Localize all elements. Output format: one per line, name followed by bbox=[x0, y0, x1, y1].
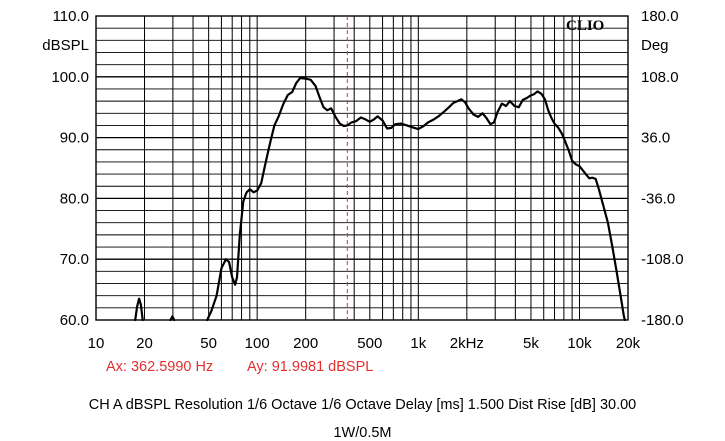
y-right-tick-label: -36.0 bbox=[641, 190, 675, 207]
y-left-tick-label: 100.0 bbox=[51, 69, 89, 86]
x-tick-label: 10 bbox=[88, 335, 105, 352]
cursor-x-readout: Ax: 362.5990 Hz bbox=[106, 359, 213, 375]
plot-frame bbox=[95, 15, 629, 321]
x-tick-label: 20 bbox=[136, 335, 153, 352]
x-tick-labels: 10 20 50 100 200 500 1k 2kHz 5k 10k 20k bbox=[88, 335, 641, 352]
y-right-tick-label: -108.0 bbox=[641, 251, 684, 268]
y-right-tick-label: -180.0 bbox=[641, 312, 684, 329]
x-tick-label: 200 bbox=[293, 335, 318, 352]
measurement-settings-line: CH A dBSPL Resolution 1/6 Octave 1/6 Oct… bbox=[88, 397, 637, 413]
x-tick-label: 20k bbox=[616, 335, 641, 352]
y-left-tick-labels: 110.0 100.0 90.0 80.0 70.0 60.0 bbox=[51, 8, 89, 329]
y-right-tick-label: 108.0 bbox=[641, 69, 679, 86]
y-right-tick-label: 180.0 bbox=[641, 8, 679, 25]
x-tick-label: 2kHz bbox=[450, 335, 484, 352]
y-right-tick-label: 36.0 bbox=[641, 130, 670, 147]
grid-layer bbox=[96, 16, 628, 320]
x-tick-label: 5k bbox=[523, 335, 539, 352]
y-axis-right-label: Deg bbox=[641, 37, 669, 54]
x-tick-label: 10k bbox=[567, 335, 592, 352]
measurement-conditions-line: 1W/0.5M bbox=[333, 425, 392, 441]
x-tick-label: 50 bbox=[200, 335, 217, 352]
y-axis-left-label: dBSPL bbox=[42, 37, 89, 54]
clio-brand-label: CLIO bbox=[566, 18, 604, 34]
cursor-y-readout: Ay: 91.9981 dBSPL bbox=[247, 359, 373, 375]
x-tick-label: 100 bbox=[245, 335, 270, 352]
y-left-tick-label: 80.0 bbox=[60, 190, 89, 207]
y-left-tick-label: 60.0 bbox=[60, 312, 89, 329]
y-left-tick-label: 110.0 bbox=[53, 8, 89, 25]
response-curve bbox=[134, 76, 626, 322]
y-left-tick-label: 70.0 bbox=[60, 251, 89, 268]
y-left-tick-label: 90.0 bbox=[60, 130, 89, 147]
y-right-tick-labels: 180.0 108.0 36.0 -36.0 -108.0 -180.0 bbox=[641, 8, 684, 329]
x-tick-label: 1k bbox=[410, 335, 426, 352]
x-tick-label: 500 bbox=[357, 335, 382, 352]
